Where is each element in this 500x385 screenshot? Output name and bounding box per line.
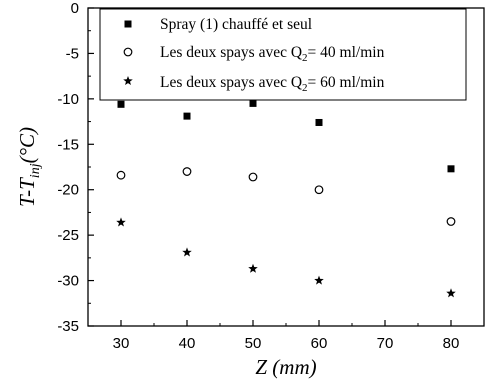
y-tick-label--10: -10 xyxy=(57,91,79,108)
point-series-1-40 xyxy=(183,112,191,120)
y-axis-title-unit: (°C) xyxy=(15,127,39,163)
legend-label-series-3-main: Les deux spays avec Q xyxy=(160,74,302,91)
y-tick-label--25: -25 xyxy=(57,227,79,244)
point-series-2-50 xyxy=(248,172,258,182)
legend-label-series-3: Les deux spays avec Q2= 60 ml/min xyxy=(160,74,385,94)
point-series-3-80 xyxy=(446,288,456,298)
point-series-2-80 xyxy=(446,217,456,226)
legend-markers xyxy=(123,20,133,86)
x-tick-label-80: 80 xyxy=(443,335,460,352)
y-tick-label--35: -35 xyxy=(57,318,79,335)
point-series-2-40 xyxy=(182,167,192,176)
legend-label-series-3-tail: = 60 ml/min xyxy=(308,74,385,91)
x-tick-label-50: 50 xyxy=(245,335,262,352)
point-series-3-50 xyxy=(248,263,258,273)
legend-label-series-2-tail: = 40 ml/min xyxy=(308,44,385,61)
point-series-2-60 xyxy=(314,185,324,195)
y-tick-label-0: 0 xyxy=(71,0,79,17)
y-tick-label--5: -5 xyxy=(66,45,79,62)
point-series-1-60 xyxy=(315,118,323,126)
point-series-3-30 xyxy=(116,217,126,227)
y-tick-label--15: -15 xyxy=(57,136,79,153)
y-tick-label--30: -30 xyxy=(57,273,79,290)
legend: Spray (1) chauffé et seul Les deux spays… xyxy=(99,8,467,101)
legend-marker-series-3 xyxy=(123,76,133,86)
x-tick-label-70: 70 xyxy=(377,335,394,352)
legend-box xyxy=(99,8,467,101)
x-tick-label-60: 60 xyxy=(311,335,328,352)
point-series-1-50 xyxy=(249,99,257,107)
x-tick-label-40: 40 xyxy=(179,335,196,352)
y-axis-title: T-Tinj(°C) xyxy=(15,127,43,207)
point-series-3-60 xyxy=(314,275,324,285)
legend-label-series-1: Spray (1) chauffé et seul xyxy=(160,16,312,33)
legend-label-series-3-subscript: 2 xyxy=(302,82,308,94)
y-axis-title-subscript: inj xyxy=(28,163,43,178)
x-tick-label-30: 30 xyxy=(113,335,130,352)
point-series-1-30 xyxy=(117,100,125,108)
legend-marker-series-1 xyxy=(124,20,132,28)
tick-labels: 30 40 50 60 70 80 0 -5 -10 -15 -20 -25 -30 -35 xyxy=(57,0,459,352)
axis-ticks xyxy=(87,7,485,327)
legend-label-series-2-main: Les deux spays avec Q xyxy=(160,44,302,61)
y-tick-label--20: -20 xyxy=(57,182,79,199)
legend-marker-series-2 xyxy=(123,47,133,57)
x-axis-title: Z (mm) xyxy=(255,355,316,379)
point-series-3-40 xyxy=(182,247,192,257)
point-series-1-80 xyxy=(447,165,455,173)
legend-label-series-2-subscript: 2 xyxy=(302,52,308,64)
data-points xyxy=(116,99,456,298)
point-series-2-30 xyxy=(116,170,126,180)
legend-label-series-2: Les deux spays avec Q2= 40 ml/min xyxy=(160,44,385,64)
